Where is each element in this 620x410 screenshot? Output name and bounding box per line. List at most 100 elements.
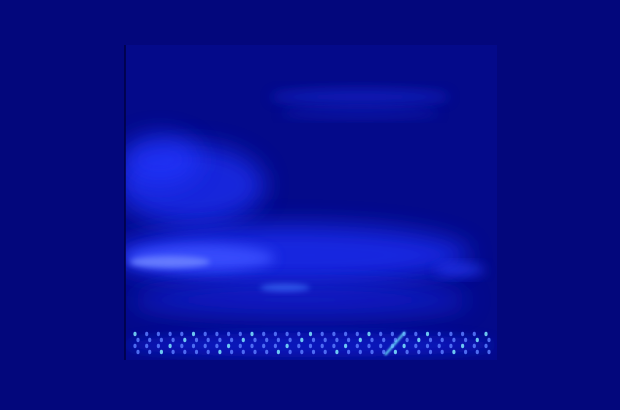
spot <box>452 349 456 355</box>
spot <box>218 337 222 343</box>
spot <box>297 343 301 349</box>
spot <box>358 349 362 355</box>
faint-band <box>270 89 450 105</box>
spot <box>241 337 245 343</box>
spot <box>145 343 149 349</box>
spot <box>180 343 184 349</box>
spot <box>417 337 421 343</box>
spot <box>311 337 316 343</box>
spot <box>183 349 187 355</box>
bright-streak <box>130 256 210 268</box>
spot <box>276 349 280 355</box>
spot <box>148 337 152 343</box>
spot <box>136 349 140 355</box>
spot <box>171 337 175 343</box>
spot <box>382 349 386 355</box>
spot <box>437 343 441 349</box>
spot <box>414 343 418 349</box>
plot-area <box>125 45 497 360</box>
spot <box>203 343 207 349</box>
spot <box>273 331 277 337</box>
spot <box>159 349 163 355</box>
spot <box>425 331 430 337</box>
spot <box>484 331 488 337</box>
spot <box>227 331 231 337</box>
spot <box>203 331 207 337</box>
spot <box>355 331 359 337</box>
spot <box>171 349 175 355</box>
spot <box>335 349 339 355</box>
spot <box>344 331 348 337</box>
spot <box>230 337 234 343</box>
spot <box>484 343 488 349</box>
energy-region <box>125 135 200 185</box>
spot <box>300 337 304 343</box>
spot <box>425 343 430 349</box>
spot <box>472 343 476 349</box>
spot <box>440 337 444 343</box>
spot <box>148 349 152 355</box>
spot <box>156 331 160 337</box>
spot <box>370 337 374 343</box>
spot <box>300 349 304 355</box>
spot <box>194 337 199 343</box>
spot <box>168 331 172 337</box>
spot <box>367 331 371 337</box>
spot <box>323 337 327 343</box>
spot <box>414 331 418 337</box>
spot <box>367 343 371 349</box>
spot <box>159 337 163 343</box>
spot <box>320 343 324 349</box>
spot <box>288 337 292 343</box>
spot <box>136 337 140 343</box>
spot <box>133 331 137 337</box>
spot <box>145 331 149 337</box>
spot <box>215 343 219 349</box>
spot <box>262 343 266 349</box>
spot <box>405 337 409 343</box>
spot <box>180 331 184 337</box>
spot <box>133 343 137 349</box>
faint-band <box>280 108 440 118</box>
spot <box>156 343 160 349</box>
spot <box>183 337 187 343</box>
spot <box>347 349 351 355</box>
spot <box>332 331 336 337</box>
energy-band <box>435 264 485 276</box>
spot <box>402 343 406 349</box>
spot <box>194 349 199 355</box>
spot <box>379 331 383 337</box>
spot <box>405 349 409 355</box>
spot <box>472 331 476 337</box>
spot <box>344 343 348 349</box>
spot <box>428 349 433 355</box>
spot <box>250 331 254 337</box>
spot <box>428 337 433 343</box>
spot <box>265 337 269 343</box>
spot <box>273 343 277 349</box>
dot-row <box>133 331 491 355</box>
spot <box>370 349 374 355</box>
spot <box>461 331 465 337</box>
spot <box>475 337 479 343</box>
spot <box>323 349 327 355</box>
spot <box>230 349 234 355</box>
spot <box>276 337 280 343</box>
spot <box>285 331 289 337</box>
spot <box>332 343 336 349</box>
spot <box>355 343 359 349</box>
spot <box>311 349 316 355</box>
spot <box>382 337 386 343</box>
spot <box>238 331 242 337</box>
spot <box>390 331 394 337</box>
spot <box>449 331 453 337</box>
spot <box>218 349 222 355</box>
spot <box>452 337 456 343</box>
spot <box>475 349 479 355</box>
spot <box>417 349 421 355</box>
spot <box>206 337 210 343</box>
spot <box>191 331 196 337</box>
spot <box>347 337 351 343</box>
